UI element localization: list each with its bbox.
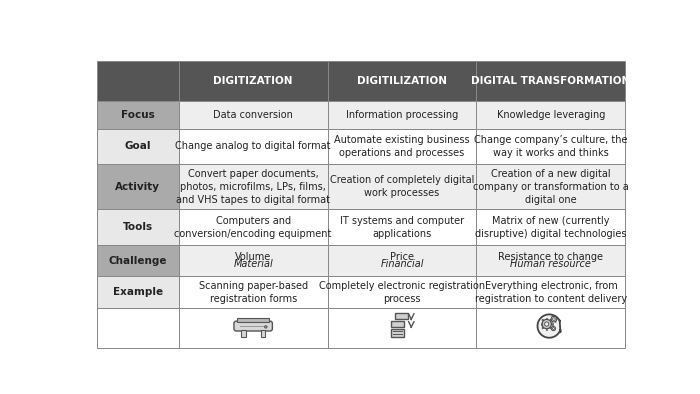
Bar xyxy=(546,329,547,330)
Bar xyxy=(178,101,328,128)
Text: Automate existing business
operations and processes: Automate existing business operations an… xyxy=(334,135,470,158)
Bar xyxy=(237,318,269,322)
Circle shape xyxy=(552,318,555,320)
Text: Everything electronic, from
registration to content delivery: Everything electronic, from registration… xyxy=(475,281,627,303)
Bar xyxy=(241,330,246,337)
Text: Scanning paper-based
registration forms: Scanning paper-based registration forms xyxy=(199,281,308,303)
Bar xyxy=(97,245,178,277)
Bar xyxy=(477,245,625,277)
Text: Example: Example xyxy=(113,287,163,297)
Text: Knowledge leveraging: Knowledge leveraging xyxy=(497,110,605,120)
Bar xyxy=(328,209,477,245)
Bar xyxy=(391,329,404,337)
Bar xyxy=(477,277,625,308)
Bar xyxy=(97,101,178,128)
Text: Tools: Tools xyxy=(122,222,153,232)
Circle shape xyxy=(265,326,267,328)
Text: Resistance to change: Resistance to change xyxy=(498,252,603,262)
Bar xyxy=(97,164,178,209)
Bar xyxy=(97,128,178,164)
Text: Challenge: Challenge xyxy=(108,256,167,266)
Bar xyxy=(550,319,551,320)
Bar xyxy=(328,101,477,128)
Bar xyxy=(550,327,552,329)
Text: Focus: Focus xyxy=(121,110,155,120)
Text: DIGITIZATION: DIGITIZATION xyxy=(214,76,293,86)
Bar xyxy=(97,209,178,245)
Text: Goal: Goal xyxy=(125,141,151,151)
Bar xyxy=(178,308,328,348)
Bar xyxy=(555,322,556,323)
Text: Completely electronic registration
process: Completely electronic registration proce… xyxy=(319,281,485,303)
Bar xyxy=(557,319,558,320)
Bar xyxy=(178,209,328,245)
Bar xyxy=(328,277,477,308)
Text: Change company’s culture, the
way it works and thinks: Change company’s culture, the way it wor… xyxy=(474,135,628,158)
Text: Creation of completely digital
work processes: Creation of completely digital work proc… xyxy=(330,175,474,198)
Bar xyxy=(328,308,477,348)
Text: Change analog to digital format: Change analog to digital format xyxy=(176,141,331,151)
Circle shape xyxy=(542,320,552,329)
Bar xyxy=(328,164,477,209)
FancyBboxPatch shape xyxy=(234,321,272,331)
Polygon shape xyxy=(538,314,561,338)
Bar xyxy=(542,319,544,321)
Bar xyxy=(97,61,178,101)
Bar xyxy=(178,61,328,101)
Bar xyxy=(546,318,547,319)
Bar xyxy=(395,313,408,319)
Text: Volume: Volume xyxy=(235,252,272,262)
Text: Creation of a new digital
company or transformation to a
digital one: Creation of a new digital company or tra… xyxy=(473,169,629,204)
Bar xyxy=(550,319,552,321)
Circle shape xyxy=(552,327,554,329)
Bar xyxy=(552,316,553,317)
Bar xyxy=(328,245,477,277)
Bar xyxy=(477,61,625,101)
Bar xyxy=(178,164,328,209)
Text: Material: Material xyxy=(233,259,273,269)
Text: Financial: Financial xyxy=(380,259,424,269)
Bar xyxy=(477,209,625,245)
Text: Human resource: Human resource xyxy=(510,259,592,269)
Bar xyxy=(555,316,556,317)
Bar xyxy=(477,128,625,164)
Bar xyxy=(97,308,178,348)
Text: Data conversion: Data conversion xyxy=(214,110,293,120)
Bar xyxy=(178,245,328,277)
Bar xyxy=(328,128,477,164)
Circle shape xyxy=(545,322,549,326)
Bar xyxy=(552,323,553,325)
Text: IT systems and computer
applications: IT systems and computer applications xyxy=(340,216,464,238)
Bar xyxy=(542,327,544,329)
Text: Convert paper documents,
photos, microfilms, LPs, films,
and VHS tapes to digita: Convert paper documents, photos, microfi… xyxy=(176,169,330,204)
Bar xyxy=(477,308,625,348)
Text: Price: Price xyxy=(390,252,414,262)
Bar xyxy=(178,128,328,164)
Bar xyxy=(260,330,265,337)
Text: Information processing: Information processing xyxy=(346,110,458,120)
Text: DIGITAL TRANSFORMATION: DIGITAL TRANSFORMATION xyxy=(471,76,631,86)
Bar xyxy=(552,322,553,323)
Text: Computers and
conversion/encoding equipment: Computers and conversion/encoding equipm… xyxy=(174,216,332,238)
Text: DIGITILIZATION: DIGITILIZATION xyxy=(357,76,447,86)
Text: Activity: Activity xyxy=(116,182,160,192)
Bar xyxy=(328,61,477,101)
Circle shape xyxy=(551,316,556,322)
Text: Matrix of new (currently
disruptive) digital technologies: Matrix of new (currently disruptive) dig… xyxy=(475,216,626,238)
Bar xyxy=(477,164,625,209)
Bar xyxy=(540,323,542,325)
Bar xyxy=(477,101,625,128)
Bar xyxy=(97,277,178,308)
Circle shape xyxy=(551,326,556,331)
Bar xyxy=(391,321,404,327)
Bar xyxy=(178,277,328,308)
